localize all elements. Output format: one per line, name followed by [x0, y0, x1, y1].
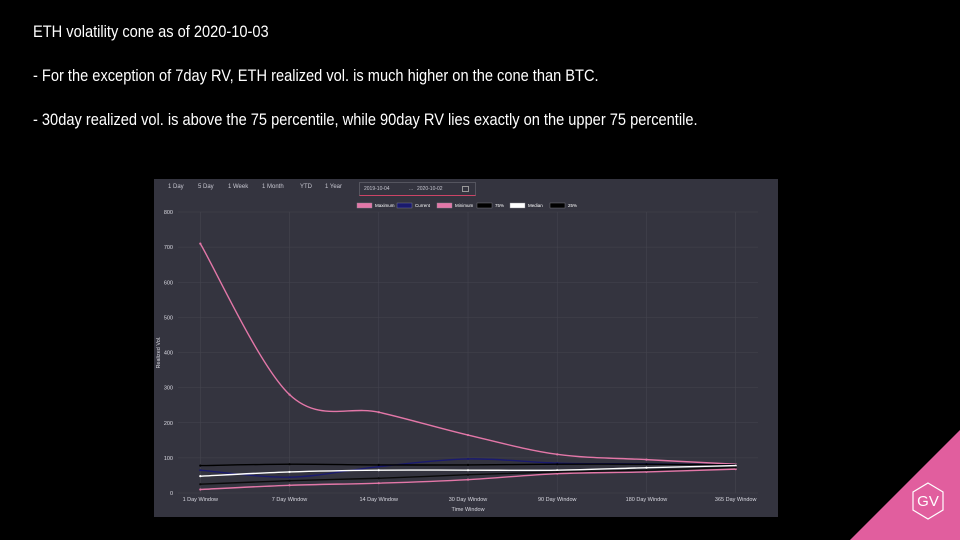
- bullet-2: - 30day realized vol. is above the 75 pe…: [33, 110, 698, 129]
- y-axis-label: Realized Vol.: [156, 336, 162, 369]
- legend-label[interactable]: Current: [415, 203, 431, 208]
- data-point[interactable]: [734, 466, 737, 469]
- date-to[interactable]: 2020-10-02: [417, 186, 443, 192]
- data-point[interactable]: [199, 488, 202, 491]
- data-point[interactable]: [199, 483, 202, 486]
- y-tick-label: 600: [164, 280, 173, 286]
- data-point[interactable]: [377, 477, 380, 480]
- legend-label[interactable]: 25%: [568, 203, 577, 208]
- data-point[interactable]: [377, 465, 380, 468]
- legend-swatch[interactable]: [549, 202, 566, 209]
- data-point[interactable]: [734, 464, 737, 467]
- y-tick-label: 800: [164, 210, 173, 216]
- data-point[interactable]: [466, 469, 470, 472]
- date-separator: ...: [409, 186, 414, 192]
- tab-1-year[interactable]: 1 Year: [325, 184, 343, 190]
- calendar-icon[interactable]: [462, 186, 469, 192]
- legend-label[interactable]: Maximum: [375, 203, 395, 208]
- legend-swatch[interactable]: [476, 202, 493, 209]
- x-tick-label: 1 Day Window: [183, 497, 218, 503]
- logo-hexagon-icon: [912, 482, 944, 520]
- tab-1-day[interactable]: 1 Day: [168, 184, 184, 190]
- slide-text: ETH volatility cone as of 2020-10-03 - F…: [33, 22, 933, 154]
- legend-label[interactable]: 75%: [495, 203, 504, 208]
- data-point[interactable]: [645, 469, 648, 472]
- date-from[interactable]: 2019-10-04: [364, 186, 390, 192]
- data-point[interactable]: [645, 458, 648, 461]
- data-point[interactable]: [377, 463, 380, 466]
- data-point[interactable]: [466, 457, 470, 461]
- data-point[interactable]: [288, 393, 291, 396]
- x-tick-label: 14 Day Window: [360, 497, 399, 503]
- tab-1-month[interactable]: 1 Month: [262, 184, 284, 190]
- data-point[interactable]: [556, 463, 559, 466]
- volatility-cone-chart: 0 100 200 300 400 500 600 700 800 1 Day Window 7 D…: [156, 202, 758, 513]
- tab-1-week[interactable]: 1 Week: [228, 184, 249, 190]
- data-point[interactable]: [377, 469, 380, 472]
- data-point[interactable]: [288, 470, 291, 474]
- data-point[interactable]: [645, 470, 648, 474]
- logo-text: GV: [917, 493, 939, 510]
- tab-5-day[interactable]: 5 Day: [198, 184, 214, 190]
- chart-panel: 1 Day 5 Day 1 Week 1 Month YTD 1 Year 20…: [154, 179, 778, 517]
- legend-label[interactable]: Minimum: [455, 203, 474, 208]
- x-tick-label: 30 Day Window: [449, 497, 488, 503]
- x-tick-label: 365 Day Window: [715, 497, 757, 503]
- data-point[interactable]: [556, 453, 559, 456]
- y-tick-label: 100: [164, 456, 173, 462]
- bullet-1: - For the exception of 7day RV, ETH real…: [33, 66, 599, 85]
- logo-triangle: [850, 430, 960, 540]
- data-point[interactable]: [556, 469, 559, 472]
- date-range-input[interactable]: 2019-10-04 ... 2020-10-02: [359, 182, 476, 196]
- tab-ytd[interactable]: YTD: [300, 184, 312, 190]
- data-point[interactable]: [466, 478, 470, 481]
- data-point[interactable]: [199, 475, 202, 478]
- y-tick-label: 300: [164, 386, 173, 392]
- x-axis-label: Time Window: [451, 507, 484, 513]
- data-point[interactable]: [288, 484, 291, 487]
- data-point[interactable]: [466, 463, 470, 466]
- y-tick-label: 700: [164, 245, 173, 251]
- data-point[interactable]: [199, 242, 202, 245]
- legend-swatch[interactable]: [356, 202, 373, 209]
- slide-title: ETH volatility cone as of 2020-10-03: [33, 22, 269, 41]
- data-point[interactable]: [466, 433, 470, 437]
- x-tick-label: 180 Day Window: [626, 497, 668, 503]
- data-point[interactable]: [288, 476, 291, 479]
- y-tick-label: 500: [164, 315, 173, 321]
- data-point[interactable]: [288, 463, 291, 466]
- data-point[interactable]: [377, 411, 380, 414]
- data-point[interactable]: [377, 482, 380, 485]
- data-point[interactable]: [288, 479, 291, 482]
- y-tick-label: 400: [164, 351, 173, 357]
- data-point[interactable]: [466, 473, 470, 476]
- data-point[interactable]: [556, 472, 559, 475]
- x-tick-label: 7 Day Window: [272, 497, 307, 503]
- legend-swatch[interactable]: [436, 202, 453, 209]
- data-point[interactable]: [199, 464, 202, 467]
- legend-swatch[interactable]: [509, 202, 526, 209]
- data-point[interactable]: [199, 469, 202, 472]
- data-point[interactable]: [556, 470, 559, 474]
- x-tick-label: 90 Day Window: [538, 497, 577, 503]
- gv-logo: GV: [850, 430, 960, 540]
- y-tick-label: 0: [170, 491, 173, 497]
- legend-swatch[interactable]: [396, 202, 413, 209]
- legend-label[interactable]: Median: [528, 203, 543, 208]
- y-tick-label: 200: [164, 421, 173, 427]
- data-point[interactable]: [645, 466, 648, 469]
- data-point[interactable]: [734, 468, 737, 471]
- data-point[interactable]: [645, 463, 648, 466]
